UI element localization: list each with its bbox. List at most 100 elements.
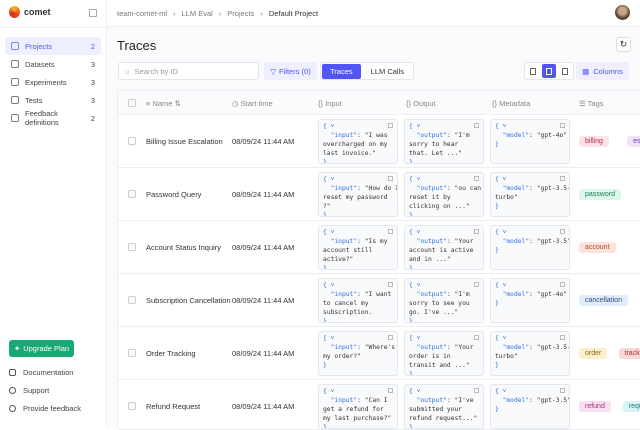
tab-traces[interactable]: Traces (322, 64, 361, 79)
output-json[interactable]: { ˅ "output": "I've submitted your refun… (404, 384, 484, 429)
copy-icon[interactable] (388, 229, 393, 234)
medium-view-button[interactable] (542, 64, 556, 78)
main: Traces ↻ ○Search by ID ▽Filters (0) Trac… (107, 27, 640, 427)
avatar[interactable] (615, 5, 630, 20)
input-json[interactable]: { ˅ "input": "I was overcharged on my la… (318, 119, 398, 164)
header-start-time[interactable]: ◷ Start time (232, 99, 273, 108)
feedback-label: Provide feedback (23, 404, 81, 413)
copy-icon[interactable] (474, 229, 479, 234)
copy-icon[interactable] (474, 388, 479, 393)
metadata-json[interactable]: { ˅ "model": "gpt-3.5" } (490, 225, 570, 270)
metadata-json[interactable]: { ˅ "model": "gpt-4o" } (490, 119, 570, 164)
trace-name[interactable]: Account Status Inquiry (146, 243, 221, 252)
collapse-sidebar-icon[interactable] (89, 9, 97, 17)
input-json[interactable]: { ˅ "input": "Can I get a refund for my … (318, 384, 398, 429)
nav-icon (11, 96, 19, 104)
row-checkbox[interactable] (128, 402, 136, 410)
row-checkbox[interactable] (128, 296, 136, 304)
row-height-toggle (524, 62, 574, 80)
upgrade-plan-button[interactable]: ✦Upgrade Plan (9, 340, 74, 357)
header-output[interactable]: {} Output (406, 99, 436, 108)
copy-icon[interactable] (474, 335, 479, 340)
crumb-llm-eval[interactable]: LLM Eval (182, 9, 213, 18)
output-json[interactable]: { ˅ "output": "Your order is in transit … (404, 331, 484, 376)
columns-button[interactable]: ▦Columns (576, 62, 629, 80)
header-tags[interactable]: ☰ Tags (579, 99, 604, 108)
copy-icon[interactable] (474, 282, 479, 287)
start-time: 08/09/24 11:44 AM (232, 190, 294, 199)
start-time: 08/09/24 11:44 AM (232, 137, 294, 146)
table-row[interactable]: Refund Request 08/09/24 11:44 AM { ˅ "in… (118, 380, 640, 430)
search-input[interactable]: ○Search by ID (118, 62, 259, 80)
copy-icon[interactable] (388, 123, 393, 128)
table-row[interactable]: Account Status Inquiry 08/09/24 11:44 AM… (118, 221, 640, 274)
trace-name[interactable]: Refund Request (146, 402, 200, 411)
trace-type-toggle: Traces LLM Calls (320, 62, 414, 80)
copy-icon[interactable] (474, 176, 479, 181)
table-row[interactable]: Order Tracking 08/09/24 11:44 AM { ˅ "in… (118, 327, 640, 380)
trace-name[interactable]: Subscription Cancellation (146, 296, 231, 305)
logo[interactable]: comet (9, 6, 51, 18)
crumb-projects[interactable]: Projects (227, 9, 254, 18)
output-json[interactable]: { ˅ "output": "I'm sorry to hear that. L… (404, 119, 484, 164)
input-json[interactable]: { ˅ "input": "Where's my order?" } (318, 331, 398, 376)
refresh-button[interactable]: ↻ (616, 37, 631, 52)
row-checkbox[interactable] (128, 349, 136, 357)
output-json[interactable]: { ˅ "output": "Your account is active an… (404, 225, 484, 270)
copy-icon[interactable] (560, 229, 565, 234)
metadata-json[interactable]: { ˅ "model": "gpt-3.5- turbo" } (490, 331, 570, 376)
trace-name[interactable]: Order Tracking (146, 349, 196, 358)
copy-icon[interactable] (388, 282, 393, 287)
copy-icon[interactable] (560, 335, 565, 340)
table-row[interactable]: Subscription Cancellation 08/09/24 11:44… (118, 274, 640, 327)
documentation-link[interactable]: Documentation (9, 368, 104, 377)
row-checkbox[interactable] (128, 243, 136, 251)
sidebar-item-label: Projects (25, 42, 85, 51)
copy-icon[interactable] (388, 176, 393, 181)
feedback-link[interactable]: Provide feedback (9, 404, 104, 413)
trace-name[interactable]: Password Query (146, 190, 201, 199)
crumb-workspace[interactable]: team-comet-ml (117, 9, 167, 18)
header-input[interactable]: {} Input (318, 99, 342, 108)
support-icon (9, 387, 16, 394)
upgrade-label: Upgrade Plan (23, 344, 69, 353)
output-json[interactable]: { ˅ "output": "ou can reset it by clicki… (404, 172, 484, 217)
copy-icon[interactable] (560, 176, 565, 181)
row-checkbox[interactable] (128, 190, 136, 198)
filters-button[interactable]: ▽Filters (0) (264, 62, 317, 80)
table-header: ≡ Name ⇅ ◷ Start time {} Input {} Output… (118, 91, 640, 115)
copy-icon[interactable] (388, 335, 393, 340)
compact-view-button[interactable] (526, 64, 540, 78)
copy-icon[interactable] (560, 388, 565, 393)
copy-icon[interactable] (388, 388, 393, 393)
support-label: Support (23, 386, 49, 395)
row-checkbox[interactable] (128, 137, 136, 145)
header-name-label: Name (152, 99, 172, 108)
support-link[interactable]: Support (9, 386, 104, 395)
input-json[interactable]: { ˅ "input": "How do I reset my password… (318, 172, 398, 217)
large-view-button[interactable] (558, 64, 572, 78)
traces-table: ≡ Name ⇅ ◷ Start time {} Input {} Output… (117, 90, 640, 430)
metadata-json[interactable]: { ˅ "model": "gpt-3.5- turbo" } (490, 172, 570, 217)
header-metadata[interactable]: {} Metadata (492, 99, 530, 108)
table-row[interactable]: Billing Issue Escalation 08/09/24 11:44 … (118, 115, 640, 168)
input-json[interactable]: { ˅ "input": "Is my account still active… (318, 225, 398, 270)
sparkle-icon: ✦ (14, 344, 20, 353)
header-name[interactable]: ≡ Name ⇅ (146, 99, 181, 108)
tab-llm-calls[interactable]: LLM Calls (363, 64, 412, 79)
metadata-json[interactable]: { ˅ "model": "gpt-4o" } (490, 278, 570, 323)
table-row[interactable]: Password Query 08/09/24 11:44 AM { ˅ "in… (118, 168, 640, 221)
select-all-checkbox[interactable] (128, 99, 136, 107)
trace-name[interactable]: Billing Issue Escalation (146, 137, 223, 146)
copy-icon[interactable] (560, 282, 565, 287)
metadata-json[interactable]: { ˅ "model": "gpt-3.5" } (490, 384, 570, 429)
output-json[interactable]: { ˅ "output": "I'm sorry to see you go. … (404, 278, 484, 323)
copy-icon[interactable] (560, 123, 565, 128)
copy-icon[interactable] (474, 123, 479, 128)
input-json[interactable]: { ˅ "input": "I want to cancel my subscr… (318, 278, 398, 323)
